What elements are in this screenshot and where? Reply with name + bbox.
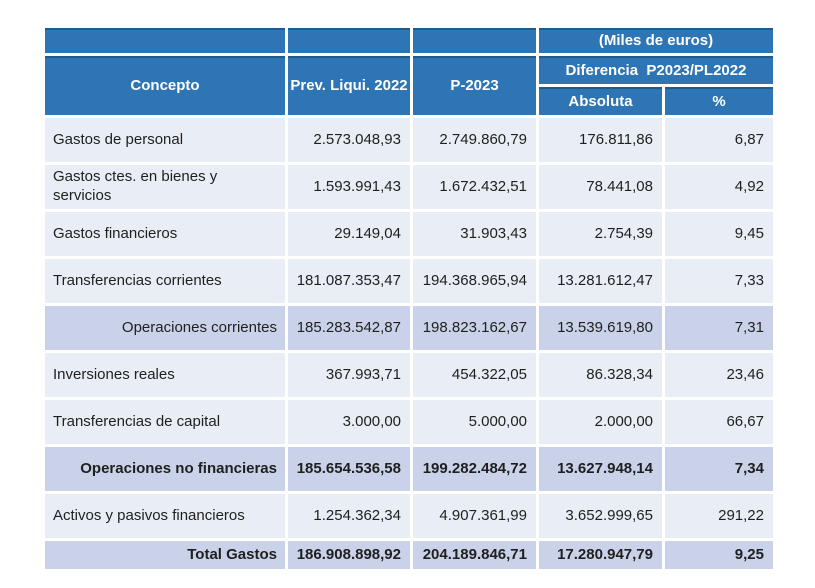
table-row: Gastos ctes. en bienes y servicios 1.593… [45, 165, 773, 209]
cell-p-2023: 194.368.965,94 [413, 259, 536, 303]
table-row: Operaciones no financieras 185.654.536,5… [45, 447, 773, 491]
cell-absoluta: 17.280.947,79 [539, 541, 662, 569]
cell-prev-liqui-2022: 181.087.353,47 [288, 259, 410, 303]
cell-p-2023: 2.749.860,79 [413, 118, 536, 162]
row-label: Transferencias corrientes [45, 259, 285, 303]
row-label: Total Gastos [45, 541, 285, 569]
table-row: Transferencias corrientes 181.087.353,47… [45, 259, 773, 303]
table-row: Activos y pasivos financieros 1.254.362,… [45, 494, 773, 538]
row-label: Activos y pasivos financieros [45, 494, 285, 538]
cell-absoluta: 13.627.948,14 [539, 447, 662, 491]
row-label: Gastos financieros [45, 212, 285, 256]
header-row-main: Concepto Prev. Liqui. 2022 P-2023 Difere… [45, 56, 773, 115]
header-row-units: (Miles de euros) [45, 28, 773, 53]
column-header-concepto: Concepto [45, 56, 285, 115]
column-header-prev-liqui-2022: Prev. Liqui. 2022 [288, 56, 410, 115]
cell-prev-liqui-2022: 185.283.542,87 [288, 306, 410, 350]
row-label: Operaciones no financieras [45, 447, 285, 491]
cell-percent: 9,45 [665, 212, 773, 256]
cell-absoluta: 78.441,08 [539, 165, 662, 209]
cell-percent: 7,33 [665, 259, 773, 303]
column-header-percent: % [665, 87, 773, 115]
cell-percent: 6,87 [665, 118, 773, 162]
cell-prev-liqui-2022: 367.993,71 [288, 353, 410, 397]
row-label: Gastos ctes. en bienes y servicios [45, 165, 285, 209]
cell-p-2023: 1.672.432,51 [413, 165, 536, 209]
cell-prev-liqui-2022: 186.908.898,92 [288, 541, 410, 569]
header-blank-3 [413, 28, 536, 53]
cell-p-2023: 5.000,00 [413, 400, 536, 444]
cell-p-2023: 454.322,05 [413, 353, 536, 397]
budget-table-container: (Miles de euros) Concepto Prev. Liqui. 2… [42, 25, 776, 572]
cell-prev-liqui-2022: 185.654.536,58 [288, 447, 410, 491]
cell-prev-liqui-2022: 1.593.991,43 [288, 165, 410, 209]
cell-p-2023: 199.282.484,72 [413, 447, 536, 491]
cell-p-2023: 204.189.846,71 [413, 541, 536, 569]
cell-percent: 4,92 [665, 165, 773, 209]
cell-absoluta: 86.328,34 [539, 353, 662, 397]
cell-absoluta: 3.652.999,65 [539, 494, 662, 538]
column-header-p-2023: P-2023 [413, 56, 536, 115]
table-row: Operaciones corrientes 185.283.542,87 19… [45, 306, 773, 350]
row-label: Operaciones corrientes [45, 306, 285, 350]
cell-absoluta: 13.281.612,47 [539, 259, 662, 303]
cell-prev-liqui-2022: 29.149,04 [288, 212, 410, 256]
cell-percent: 291,22 [665, 494, 773, 538]
cell-percent: 23,46 [665, 353, 773, 397]
table-row: Total Gastos 186.908.898,92 204.189.846,… [45, 541, 773, 569]
cell-absoluta: 176.811,86 [539, 118, 662, 162]
cell-percent: 7,34 [665, 447, 773, 491]
row-label: Inversiones reales [45, 353, 285, 397]
cell-p-2023: 31.903,43 [413, 212, 536, 256]
cell-percent: 66,67 [665, 400, 773, 444]
budget-table: (Miles de euros) Concepto Prev. Liqui. 2… [42, 25, 776, 572]
row-label: Gastos de personal [45, 118, 285, 162]
cell-prev-liqui-2022: 3.000,00 [288, 400, 410, 444]
column-header-absoluta: Absoluta [539, 87, 662, 115]
cell-absoluta: 2.754,39 [539, 212, 662, 256]
cell-percent: 9,25 [665, 541, 773, 569]
units-label: (Miles de euros) [539, 28, 773, 53]
cell-p-2023: 198.823.162,67 [413, 306, 536, 350]
column-header-diferencia: Diferencia P2023/PL2022 [539, 56, 773, 84]
cell-absoluta: 2.000,00 [539, 400, 662, 444]
header-row-sub: Absoluta % [45, 87, 773, 115]
table-row: Transferencias de capital 3.000,00 5.000… [45, 400, 773, 444]
header-blank-1 [45, 28, 285, 53]
cell-p-2023: 4.907.361,99 [413, 494, 536, 538]
cell-prev-liqui-2022: 2.573.048,93 [288, 118, 410, 162]
row-label: Transferencias de capital [45, 400, 285, 444]
table-row: Gastos de personal 2.573.048,93 2.749.86… [45, 118, 773, 162]
cell-prev-liqui-2022: 1.254.362,34 [288, 494, 410, 538]
cell-absoluta: 13.539.619,80 [539, 306, 662, 350]
table-row: Inversiones reales 367.993,71 454.322,05… [45, 353, 773, 397]
cell-percent: 7,31 [665, 306, 773, 350]
header-blank-2 [288, 28, 410, 53]
table-row: Gastos financieros 29.149,04 31.903,43 2… [45, 212, 773, 256]
